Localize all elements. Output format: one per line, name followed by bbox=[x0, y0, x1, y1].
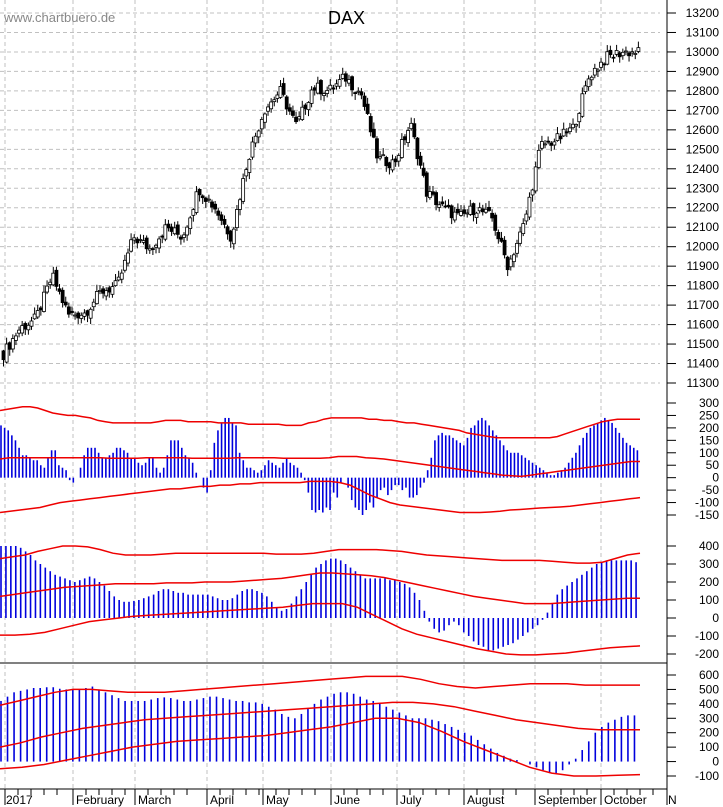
svg-text:-100: -100 bbox=[695, 769, 719, 783]
svg-text:200: 200 bbox=[699, 575, 719, 589]
price-candles bbox=[1, 41, 641, 367]
svg-text:11400: 11400 bbox=[687, 357, 720, 371]
svg-text:-100: -100 bbox=[695, 629, 719, 643]
svg-text:September: September bbox=[538, 793, 597, 807]
svg-text:11700: 11700 bbox=[687, 298, 720, 312]
svg-text:600: 600 bbox=[699, 668, 719, 682]
x-axis-months: 2017 February March April May June July August S… bbox=[4, 789, 677, 807]
svg-text:N: N bbox=[668, 793, 677, 807]
svg-text:-150: -150 bbox=[695, 508, 719, 522]
chart-title: DAX bbox=[328, 8, 365, 28]
svg-text:April: April bbox=[210, 793, 234, 807]
svg-text:13200: 13200 bbox=[686, 6, 720, 20]
svg-text:-200: -200 bbox=[695, 647, 719, 661]
svg-text:12000: 12000 bbox=[686, 240, 720, 254]
svg-text:100: 100 bbox=[699, 740, 719, 754]
svg-text:12500: 12500 bbox=[686, 142, 720, 156]
svg-text:200: 200 bbox=[699, 726, 719, 740]
svg-text:250: 250 bbox=[699, 408, 719, 422]
svg-text:100: 100 bbox=[699, 446, 719, 460]
oscillator-panel-2 bbox=[0, 545, 641, 656]
svg-text:12600: 12600 bbox=[686, 123, 720, 137]
svg-text:12700: 12700 bbox=[686, 103, 720, 117]
svg-text:12100: 12100 bbox=[686, 220, 720, 234]
watermark: www.chartbuero.de bbox=[3, 10, 115, 25]
svg-text:300: 300 bbox=[699, 711, 719, 725]
svg-text:July: July bbox=[400, 793, 421, 807]
oscillator-panel-3 bbox=[0, 675, 641, 777]
svg-text:50: 50 bbox=[706, 458, 720, 472]
svg-text:12300: 12300 bbox=[686, 181, 720, 195]
svg-text:11300: 11300 bbox=[687, 376, 720, 390]
svg-text:500: 500 bbox=[699, 682, 719, 696]
svg-text:0: 0 bbox=[712, 611, 719, 625]
svg-text:0: 0 bbox=[712, 755, 719, 769]
svg-text:October: October bbox=[604, 793, 647, 807]
svg-text:11900: 11900 bbox=[687, 259, 720, 273]
svg-text:13100: 13100 bbox=[686, 25, 720, 39]
svg-text:February: February bbox=[76, 793, 124, 807]
svg-text:May: May bbox=[266, 793, 289, 807]
svg-text:-50: -50 bbox=[702, 483, 720, 497]
svg-text:300: 300 bbox=[699, 557, 719, 571]
svg-text:11800: 11800 bbox=[687, 279, 720, 293]
svg-text:12800: 12800 bbox=[686, 84, 720, 98]
svg-text:12200: 12200 bbox=[686, 201, 720, 215]
svg-text:March: March bbox=[138, 793, 171, 807]
svg-text:11600: 11600 bbox=[687, 318, 720, 332]
svg-text:-100: -100 bbox=[695, 496, 719, 510]
svg-text:12400: 12400 bbox=[686, 162, 720, 176]
svg-text:400: 400 bbox=[699, 539, 719, 553]
svg-text:0: 0 bbox=[712, 471, 719, 485]
svg-text:12900: 12900 bbox=[686, 64, 720, 78]
svg-text:2017: 2017 bbox=[6, 793, 33, 807]
svg-text:August: August bbox=[467, 793, 505, 807]
y-axis-ticks: 13200 13100 13000 12900 12800 12700 12600 12500… bbox=[667, 6, 719, 783]
svg-text:300: 300 bbox=[699, 396, 719, 410]
svg-text:200: 200 bbox=[699, 421, 719, 435]
grid-lines bbox=[0, 0, 668, 789]
svg-text:150: 150 bbox=[699, 433, 719, 447]
svg-text:June: June bbox=[334, 793, 360, 807]
svg-text:11500: 11500 bbox=[687, 337, 720, 351]
svg-text:400: 400 bbox=[699, 697, 719, 711]
svg-text:100: 100 bbox=[699, 593, 719, 607]
svg-text:13000: 13000 bbox=[686, 45, 720, 59]
axes bbox=[0, 0, 668, 790]
oscillator-panel-1 bbox=[0, 405, 641, 515]
